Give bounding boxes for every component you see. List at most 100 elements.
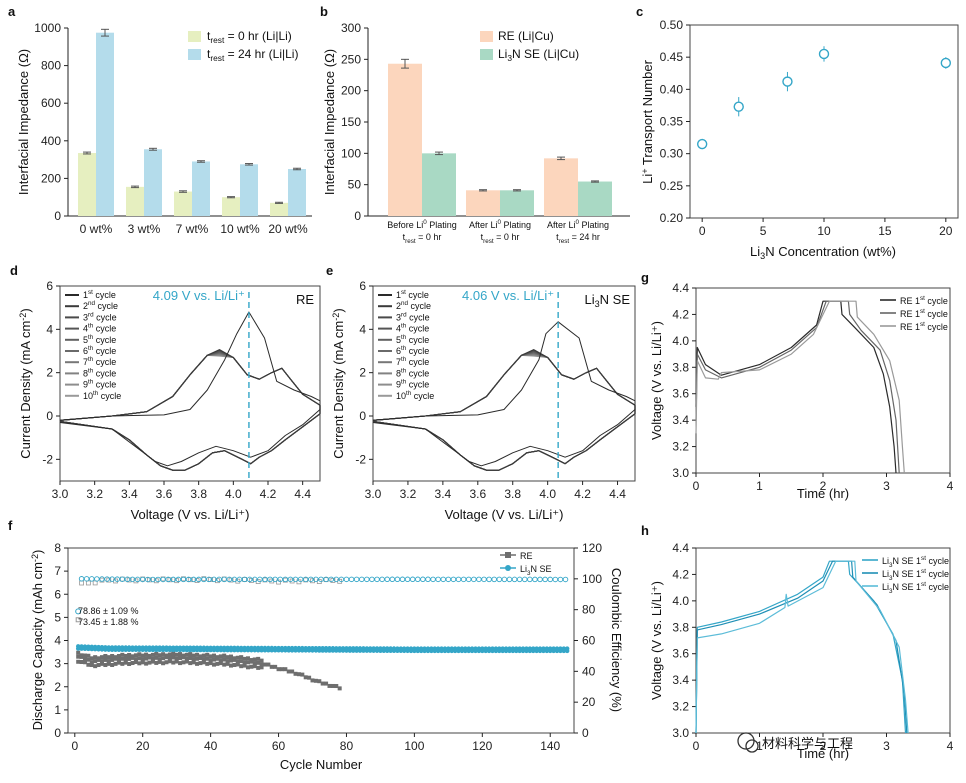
panel-g-xtick-label: 0 — [693, 479, 700, 493]
legend-label-g-part: RE 1 — [900, 296, 920, 306]
data-point-f-se-capacity — [402, 648, 407, 654]
wechat-icon — [745, 739, 759, 753]
legend-label-g-part: st — [920, 308, 925, 315]
data-point-f-se-capacity — [551, 648, 556, 654]
data-point-f-se-capacity — [351, 648, 356, 653]
data-point-f-re-capacity — [293, 671, 298, 676]
data-point-f-se-ce — [292, 576, 299, 583]
data-point-f-se-capacity — [174, 647, 179, 653]
data-point-f-re-capacity — [232, 656, 237, 661]
data-point-f-se-capacity — [459, 648, 465, 654]
data-point-f-se-capacity — [313, 648, 319, 653]
data-point-f-re-capacity — [215, 661, 220, 666]
bar-a-0hr — [126, 186, 144, 216]
data-point-f-re-capacity — [93, 664, 98, 669]
legend-label-d-part: 3 — [83, 312, 88, 322]
data-point-f-se-ce — [450, 576, 457, 583]
panel-e-ylabel: Current Density (mA cm-2) — [331, 308, 346, 458]
legend-label-e-part: cycle — [411, 391, 434, 401]
panel-g-ytick-label: 4.2 — [672, 307, 689, 321]
legend-label-e-part: cycle — [406, 324, 429, 334]
panel-b-category-label: After Li0 Plating — [469, 219, 531, 230]
legend-label-d-part: rd — [88, 311, 94, 318]
panel-h-ytick-label: 4.0 — [672, 594, 689, 608]
legend-label-a-part: rest — [210, 35, 225, 45]
data-point-f-se-capacity — [452, 648, 458, 654]
legend-label-e-part: 2 — [396, 301, 401, 311]
legend-label-h-part: st — [921, 568, 926, 575]
panel-f-ytick-label: 6 — [54, 587, 61, 601]
panel-f-xtick-label: 80 — [340, 739, 354, 753]
legend-label-e: 3rd cycle — [396, 311, 430, 322]
data-point-c — [696, 138, 708, 150]
legend-label-h-part: N SE 1 — [893, 556, 922, 566]
legend-label-e-part: th — [401, 356, 407, 363]
panel-a-ytick-label: 200 — [41, 171, 61, 185]
data-point-f-se-capacity — [534, 648, 539, 654]
data-point-f-re-capacity — [249, 658, 254, 663]
data-point-f-re-capacity — [337, 686, 342, 691]
panel-a-ytick-label: 400 — [41, 134, 61, 148]
panel-d-ylabel-part: ) — [18, 308, 33, 312]
data-point-f-re-capacity — [123, 660, 128, 665]
legend-label-g-part: RE 1 — [900, 309, 920, 319]
panel-f-xtick-label: 60 — [272, 739, 286, 753]
panel-label-h: h — [641, 523, 649, 538]
panel-d-ylabel-part: -2 — [18, 313, 28, 321]
data-point-f-re-capacity — [171, 651, 176, 656]
data-point-f-re-capacity — [252, 657, 257, 662]
data-point-f-se-capacity — [242, 648, 247, 653]
data-point-f-re-capacity — [171, 660, 176, 665]
data-point-f-se-capacity — [79, 646, 84, 651]
data-point-f-re-capacity — [178, 661, 183, 666]
data-point-f-se-capacity — [490, 648, 495, 654]
data-point-f-re-capacity — [212, 657, 217, 662]
data-point-f-se-capacity — [449, 648, 454, 654]
data-point-f-se-ce — [267, 576, 273, 583]
data-point-f-se-capacity — [109, 647, 115, 652]
legend-label-d-part: 8 — [83, 368, 88, 378]
legend-label-e-part: 5 — [396, 335, 401, 345]
legend-label-h-part: 3 — [889, 588, 893, 595]
data-point-f-re-capacity — [205, 652, 210, 657]
data-point-f-re-capacity — [239, 659, 244, 664]
data-point-f-se-ce — [394, 576, 401, 583]
legend-label-h-part: Li — [882, 569, 889, 579]
data-point-f-re-capacity — [150, 659, 155, 664]
panel-d-xtick-label: 4.2 — [260, 487, 277, 501]
panel-h-xtick-label: 0 — [693, 739, 700, 753]
data-point-f-re-capacity — [307, 675, 312, 680]
legend-label-b-part: 3 — [507, 53, 512, 63]
annotation-f-se: 78.86 ± 1.09 % — [78, 606, 138, 616]
annotation-e: 4.06 V vs. Li/Li⁺ — [462, 288, 554, 303]
cv-curve-d-first — [59, 311, 321, 467]
panel-e-title: Li3N SE — [584, 292, 630, 309]
data-point-f-re-capacity — [110, 653, 115, 658]
data-point-c — [818, 48, 830, 60]
legend-label-d-part: st — [88, 289, 93, 296]
panel-e-ytick-label: 4 — [359, 322, 366, 336]
data-point-f-re-capacity — [198, 661, 203, 666]
data-point-f-re-capacity — [317, 679, 322, 684]
data-point-f-re-capacity — [276, 667, 281, 672]
data-point-f-se-capacity — [208, 647, 213, 653]
data-point-f-re-capacity — [76, 654, 81, 659]
panel-e-xtick-label: 3.0 — [365, 487, 382, 501]
data-point-f-se-capacity — [147, 647, 152, 653]
panel-a-category-label: 3 wt% — [128, 222, 161, 236]
data-point-f-se-capacity — [201, 647, 207, 653]
legend-label-h-part: st — [921, 581, 926, 588]
data-point-f-se-capacity — [150, 647, 156, 653]
data-point-f-se-ce — [511, 576, 518, 583]
data-point-f-se-ce — [333, 576, 340, 583]
panel-b-category-label: After Li0 Plating — [547, 219, 609, 230]
data-point-f-re-capacity — [320, 681, 325, 686]
panel-g-ylabel: Voltage (V vs. Li/Li⁺) — [649, 321, 664, 440]
data-point-f-re-capacity — [191, 660, 196, 665]
panel-g-xtick-label: 3 — [883, 479, 890, 493]
data-point-f-se-capacity — [320, 648, 325, 653]
panel-e-xtick-label: 4.2 — [574, 487, 591, 501]
data-point-f-se-ce — [175, 576, 182, 583]
data-point-f-re-capacity — [120, 652, 125, 657]
data-point-f-se-ce — [415, 576, 421, 583]
